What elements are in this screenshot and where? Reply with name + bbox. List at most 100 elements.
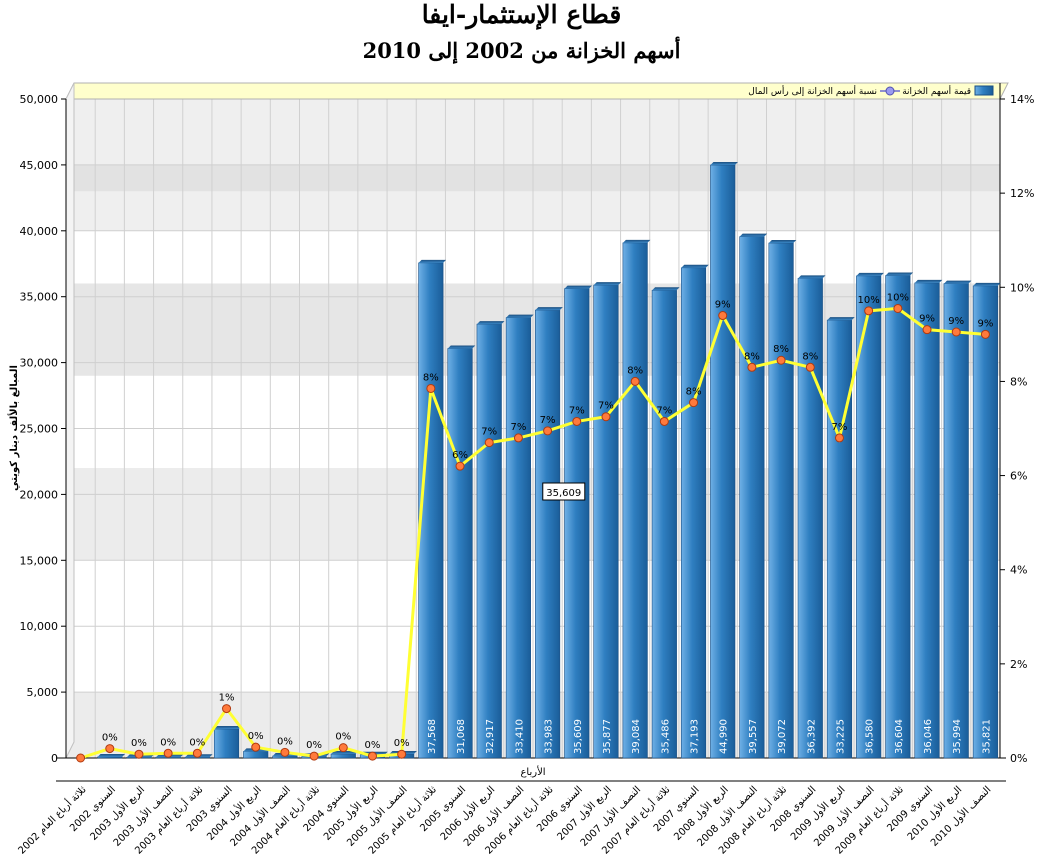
ratio-point	[834, 433, 844, 443]
bar-value-label: 35,821	[981, 719, 992, 754]
bar-value-label: 35,877	[602, 719, 613, 754]
bar	[330, 753, 356, 759]
bar-value-label: 32,917	[485, 719, 496, 754]
bar-value-label: 37,193	[690, 719, 701, 754]
bar-top	[798, 275, 826, 279]
ratio-point	[893, 303, 903, 313]
ratio-line	[80, 306, 986, 760]
ratio-value-label: 7%	[510, 422, 526, 433]
y-tick-label: 40,000	[20, 225, 59, 238]
ratio-point	[601, 412, 611, 422]
ratio-point	[922, 325, 932, 335]
bar-top	[447, 345, 476, 349]
bar-top	[506, 314, 534, 318]
legend: قيمة أسهم الخزانة نسبة أسهم الخزانة إلى ر…	[748, 85, 994, 97]
ratio-value-label: 9%	[715, 300, 731, 311]
bar-value-label: 36,580	[865, 719, 876, 754]
ratio-value-label: 0%	[160, 737, 176, 748]
bar	[564, 288, 590, 759]
bar-value-label: 39,557	[748, 719, 759, 754]
ratio-point	[484, 438, 494, 448]
ratio-value-label: 8%	[686, 387, 702, 398]
legend-line-marker	[885, 86, 895, 96]
bar	[535, 309, 561, 759]
bar	[622, 242, 648, 759]
bar-value-label: 36,392	[806, 719, 817, 754]
ratio-point	[718, 311, 728, 321]
ratio-value-label: 0%	[189, 737, 205, 748]
bar	[914, 282, 940, 759]
ratio-point	[76, 753, 86, 763]
y-tick-label: 35,000	[20, 291, 59, 304]
bar-top	[885, 272, 914, 276]
bar-value-label: 35,486	[660, 719, 671, 754]
y2-tick-label: 12%	[1010, 187, 1034, 200]
bar	[768, 242, 794, 759]
bar-top	[97, 753, 126, 757]
bar-value-label: 35,994	[952, 719, 963, 754]
ratio-point	[951, 327, 961, 337]
ratio-value-label: 7%	[569, 405, 585, 416]
y-tick-label: 20,000	[20, 488, 59, 501]
ratio-value-label: 7%	[540, 415, 556, 426]
ratio-point	[397, 749, 407, 759]
bar	[447, 348, 473, 759]
bar-top	[622, 239, 651, 243]
y2-tick-label: 8%	[1010, 375, 1027, 388]
bar-top	[973, 282, 1001, 286]
ratio-point	[980, 329, 990, 339]
ratio-value-label: 0%	[394, 738, 410, 749]
x-axis-title: الأرباع	[520, 765, 545, 778]
plot-side-frame	[65, 82, 75, 759]
y2-tick-label: 6%	[1010, 470, 1027, 483]
ratio-value-label: 8%	[744, 351, 760, 362]
bar-top	[652, 287, 680, 291]
ratio-value-label: 7%	[598, 401, 614, 412]
ratio-point	[659, 416, 669, 426]
bar	[505, 317, 531, 759]
bar-value-label: 33,410	[514, 719, 525, 754]
ratio-value-label: 10%	[887, 292, 909, 303]
ratio-value-label: 7%	[832, 422, 848, 433]
ratio-point	[338, 743, 348, 753]
bar	[243, 751, 269, 759]
ratio-point	[689, 398, 699, 408]
bar-top	[827, 317, 855, 321]
ratio-point	[776, 355, 786, 365]
bar-top	[914, 279, 943, 283]
bar	[885, 275, 911, 759]
ratio-value-label: 8%	[423, 372, 439, 383]
bar-top	[476, 321, 505, 325]
tooltip-box	[542, 482, 586, 501]
y2-tick-label: 0%	[1010, 752, 1027, 765]
bar-top	[564, 285, 593, 289]
bar-value-label: 39,084	[631, 719, 642, 754]
legend-bar-label: قيمة أسهم الخزانة	[902, 85, 971, 97]
bar-top	[535, 307, 563, 311]
ratio-point	[572, 416, 582, 426]
y-axis-title: المبالغ بالألف دينار كويتي	[7, 365, 20, 491]
ratio-value-label: 0%	[131, 738, 147, 749]
bar	[593, 284, 619, 759]
ratio-point	[280, 747, 290, 757]
legend-bar-swatch	[974, 85, 994, 96]
ratio-value-label: 7%	[481, 427, 497, 438]
bar	[856, 275, 882, 759]
ratio-point	[630, 376, 640, 386]
ratio-value-label: 9%	[919, 314, 935, 325]
bar-value-label: 37,568	[427, 719, 438, 754]
bar	[418, 262, 444, 759]
ratio-point	[367, 751, 377, 761]
y-tick-label: 10,000	[20, 620, 59, 633]
ratio-point	[864, 306, 874, 316]
ratio-value-label: 0%	[335, 732, 351, 743]
bar-top	[593, 282, 622, 286]
ratio-value-label: 0%	[248, 731, 264, 742]
y2-tick-label: 14%	[1010, 93, 1034, 106]
ratio-point	[163, 748, 173, 758]
y2-tick-label: 10%	[1010, 281, 1034, 294]
bar	[680, 267, 707, 759]
bar	[97, 756, 123, 759]
y-tick-label: 45,000	[20, 159, 59, 172]
ratio-value-label: 0%	[277, 736, 293, 747]
